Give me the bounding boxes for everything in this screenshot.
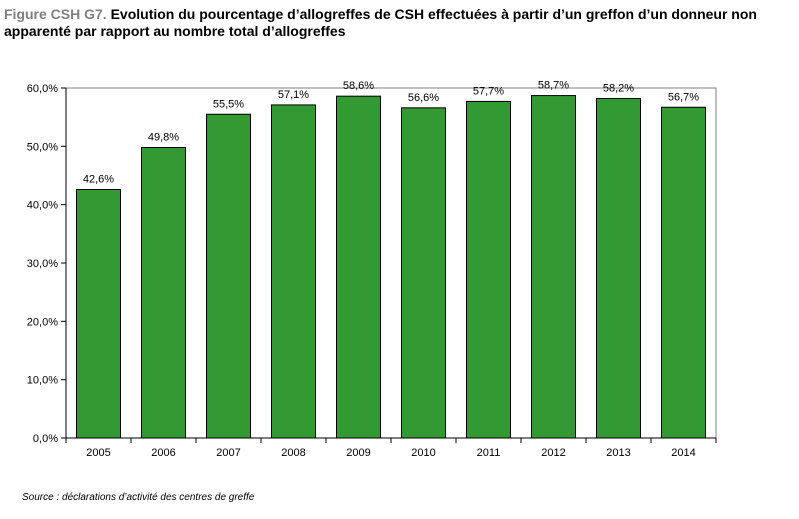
bar — [271, 104, 316, 439]
bar — [76, 189, 121, 439]
x-tick-label: 2009 — [346, 447, 370, 459]
title-text: Evolution du pourcentage d’allogreffes d… — [4, 6, 757, 39]
y-tick-label: 40,0% — [27, 200, 58, 212]
x-tick-label: 2014 — [671, 447, 695, 459]
source-note: Source : déclarations d’activité des cen… — [22, 492, 255, 503]
y-tick-label: 20,0% — [27, 316, 58, 328]
bar-value-label: 58,7% — [538, 80, 569, 92]
x-tick-label: 2011 — [477, 447, 501, 459]
y-tick-label: 10,0% — [27, 375, 58, 387]
x-tick-label: 2008 — [281, 447, 305, 459]
x-tick-label: 2007 — [216, 447, 240, 459]
y-tick-label: 60,0% — [27, 83, 58, 95]
bar — [141, 147, 186, 439]
bar-value-label: 56,7% — [668, 91, 699, 103]
chart-title: Figure CSH G7. Evolution du pourcentage … — [4, 6, 784, 40]
figure-label: Figure CSH G7. — [4, 6, 107, 22]
y-tick-label: 0,0% — [33, 433, 58, 445]
bar-value-label: 56,6% — [408, 92, 439, 104]
bar — [661, 106, 706, 439]
x-tick-label: 2005 — [86, 447, 110, 459]
x-tick-label: 2013 — [606, 447, 630, 459]
bar-value-label: 58,6% — [343, 80, 374, 92]
y-tick-label: 30,0% — [27, 258, 58, 270]
y-tick-label: 50,0% — [27, 141, 58, 153]
bar-value-label: 57,7% — [473, 85, 504, 97]
bar-value-label: 58,2% — [603, 83, 634, 95]
bar — [596, 98, 641, 439]
bar — [466, 100, 511, 439]
bar — [531, 95, 576, 439]
bar — [401, 107, 446, 439]
x-tick-label: 2006 — [151, 447, 175, 459]
bar-value-label: 57,1% — [278, 89, 309, 101]
bar-value-label: 49,8% — [148, 132, 179, 144]
x-tick-label: 2012 — [541, 447, 565, 459]
bar-value-label: 42,6% — [83, 174, 114, 186]
bar-value-label: 55,5% — [213, 98, 244, 110]
bar — [336, 95, 381, 439]
bar — [206, 113, 251, 439]
x-tick-label: 2010 — [411, 447, 435, 459]
